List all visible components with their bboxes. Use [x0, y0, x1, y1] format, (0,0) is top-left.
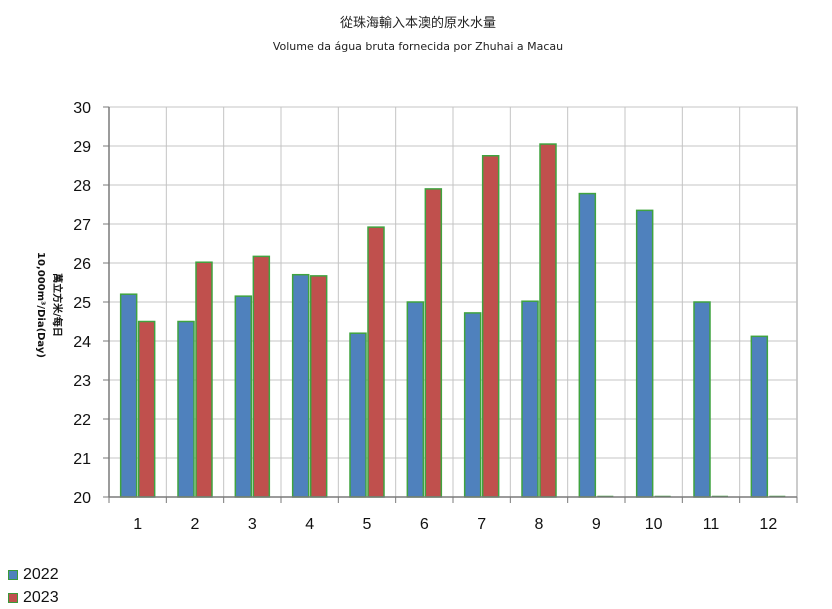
y-axis-label: 萬立方米/每日 10,000m³/Dia(Day) [35, 252, 64, 358]
y-tick-label: 23 [73, 373, 91, 390]
y-tick-label: 28 [73, 178, 91, 195]
x-tick-label: 4 [305, 516, 314, 533]
y-tick-label: 26 [73, 256, 91, 273]
chart-title: 從珠海輸入本澳的原水水量 [340, 15, 496, 31]
bar-2022-10 [635, 209, 654, 498]
axes [103, 106, 798, 503]
legend-label: 2022 [23, 565, 59, 583]
legend-item-2022: 2022 [8, 563, 59, 586]
bar-2022-8 [521, 300, 539, 498]
y-tick-label: 20 [73, 490, 91, 507]
legend-swatch [8, 592, 18, 603]
x-tick-label: 11 [703, 516, 720, 533]
x-tick-label: 6 [420, 516, 429, 533]
y-tick-label: 27 [73, 217, 91, 234]
y-axis-label-line2: 10,000m³/Dia(Day) [35, 252, 46, 358]
bar-2023-3 [252, 255, 271, 498]
bar-2022-5 [349, 332, 367, 498]
chart-subtitle: Volume da água bruta fornecida por Zhuha… [273, 40, 563, 53]
x-tick-label: 8 [535, 516, 544, 533]
y-tick-label: 24 [73, 334, 91, 351]
legend-label: 2023 [23, 588, 59, 606]
bar-2022-9 [578, 192, 597, 498]
x-tick-label: 5 [363, 516, 372, 533]
x-tick-label: 3 [248, 516, 257, 533]
bar-2023-5 [367, 226, 385, 498]
y-tick-label: 21 [73, 451, 91, 468]
bar-2023-6 [424, 188, 443, 498]
bar-2022-4 [291, 273, 310, 498]
y-tick-label: 25 [73, 295, 91, 312]
x-tick-label: 7 [477, 516, 486, 533]
bar-2022-2 [177, 320, 195, 498]
y-axis-label-line1: 萬立方米/每日 [51, 273, 64, 337]
bar-2023-1 [137, 320, 156, 498]
x-tick-label: 1 [133, 516, 142, 533]
bar-2022-1 [119, 293, 138, 498]
bar-2023-2 [195, 261, 213, 498]
y-tick-label: 29 [73, 139, 91, 156]
x-tick-labels: 1 2 3 4 5 6 7 8 9 10 11 12 [133, 516, 777, 533]
bar-2023-4 [309, 275, 328, 498]
bar-2022-6 [406, 301, 425, 498]
legend: 2022 2023 [8, 563, 59, 609]
bar-2022-3 [234, 295, 253, 498]
bars [119, 143, 786, 498]
legend-item-2023: 2023 [8, 586, 59, 609]
bar-2023-7 [481, 155, 500, 498]
bar-2022-12 [750, 335, 769, 498]
x-tick-label: 10 [645, 516, 663, 533]
x-tick-label: 2 [191, 516, 200, 533]
x-tick-label: 9 [592, 516, 601, 533]
bar-2023-8 [539, 143, 557, 498]
legend-swatch [8, 569, 18, 580]
y-tick-labels: 20 21 22 23 24 25 26 27 28 29 30 [73, 100, 91, 507]
x-tick-label: 12 [759, 516, 777, 533]
bar-2022-11 [693, 301, 711, 498]
y-tick-label: 22 [73, 412, 91, 429]
y-tick-label: 30 [73, 100, 91, 117]
bar-2022-7 [463, 312, 482, 498]
